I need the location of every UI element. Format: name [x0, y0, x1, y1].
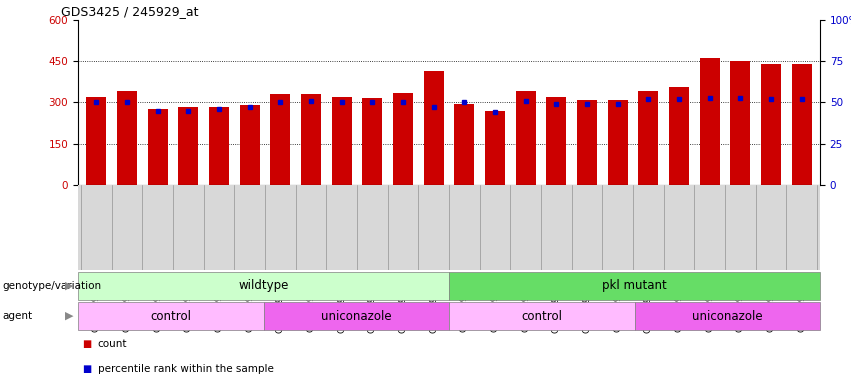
Text: percentile rank within the sample: percentile rank within the sample	[98, 364, 273, 374]
Text: control: control	[151, 310, 191, 323]
Text: GDS3425 / 245929_at: GDS3425 / 245929_at	[61, 5, 198, 18]
Text: uniconazole: uniconazole	[692, 310, 762, 323]
Bar	[209, 107, 229, 185]
Bar	[608, 100, 627, 185]
Bar	[87, 97, 106, 185]
Bar	[761, 64, 781, 185]
Text: ▶: ▶	[66, 311, 74, 321]
Bar	[271, 94, 290, 185]
Bar	[117, 91, 137, 185]
Bar	[700, 58, 720, 185]
Bar	[449, 302, 635, 330]
Text: agent: agent	[3, 311, 32, 321]
Bar	[638, 91, 659, 185]
Bar	[240, 105, 260, 185]
Text: ■: ■	[83, 364, 92, 374]
Bar	[516, 91, 535, 185]
Bar	[449, 272, 820, 300]
Text: pkl mutant: pkl mutant	[603, 280, 667, 293]
Bar	[485, 111, 505, 185]
Bar	[179, 107, 198, 185]
Text: ■: ■	[83, 339, 92, 349]
Bar	[730, 61, 751, 185]
Text: count: count	[98, 339, 127, 349]
Bar	[635, 302, 820, 330]
Bar	[791, 64, 812, 185]
Text: ▶: ▶	[66, 281, 74, 291]
Bar	[301, 94, 321, 185]
Bar	[148, 109, 168, 185]
Text: control: control	[522, 310, 563, 323]
Bar	[577, 100, 597, 185]
Text: wildtype: wildtype	[238, 280, 288, 293]
Bar	[78, 302, 264, 330]
Bar	[393, 93, 413, 185]
Bar	[332, 97, 351, 185]
Text: uniconazole: uniconazole	[321, 310, 391, 323]
Bar	[424, 71, 443, 185]
Bar	[454, 104, 474, 185]
Bar	[669, 88, 689, 185]
Bar	[78, 272, 449, 300]
Bar	[546, 97, 566, 185]
Text: genotype/variation: genotype/variation	[3, 281, 101, 291]
Bar	[363, 98, 382, 185]
Bar	[264, 302, 449, 330]
